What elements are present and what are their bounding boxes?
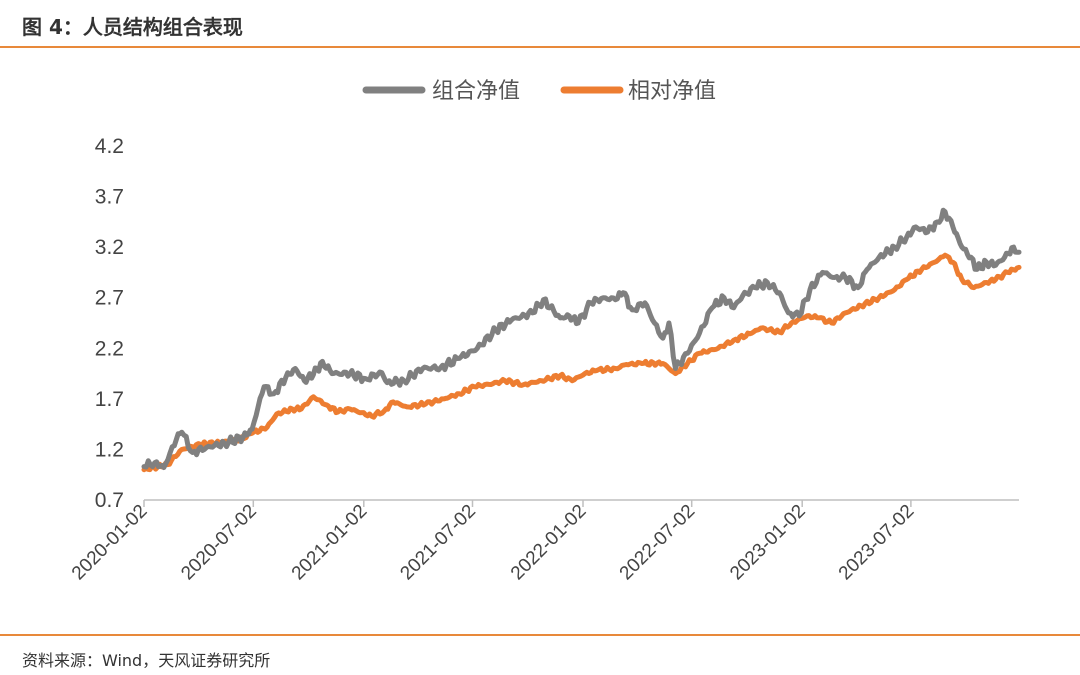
x-tick-label: 2021-01-02 [288, 501, 372, 585]
x-axis: 2020-01-02 2020-07-02 2021-01-02 2021-07-02… [68, 499, 1019, 585]
footer-divider [0, 634, 1080, 636]
x-tick-label: 2022-07-02 [616, 501, 700, 585]
series-line-1 [141, 207, 1022, 471]
series-line-2 [141, 252, 1022, 473]
chart-legend: 组合净值 相对净值 [362, 79, 716, 104]
source-note: 资料来源：Wind，天风证券研究所 [22, 651, 271, 670]
y-tick-label: 0.7 [95, 489, 124, 512]
y-tick-label: 4.2 [95, 135, 124, 158]
x-tick-label: 2022-01-02 [507, 501, 591, 585]
series-layer [141, 207, 1022, 473]
legend-label-1: 组合净值 [432, 79, 520, 104]
x-tick-label: 2021-07-02 [396, 501, 480, 585]
y-tick-label: 2.2 [95, 337, 124, 360]
figure-title: 图 4：人员结构组合表现 [22, 15, 243, 39]
y-tick-label: 1.7 [95, 388, 124, 411]
y-tick-label: 3.2 [95, 236, 124, 259]
y-tick-label: 2.7 [95, 287, 124, 310]
y-tick-label: 1.2 [95, 438, 124, 461]
x-tick-label: 2023-01-02 [726, 501, 810, 585]
x-tick-label: 2020-07-02 [177, 501, 261, 585]
figure-header: 图 4：人员结构组合表现 [0, 0, 1080, 48]
x-tick-label: 2020-01-02 [68, 501, 152, 585]
y-axis: 4.2 3.7 3.2 2.7 2.2 1.7 1.2 0.7 [95, 135, 124, 512]
legend-label-2: 相对净值 [628, 79, 716, 104]
y-tick-label: 3.7 [95, 186, 124, 209]
x-tick-label: 2023-07-02 [835, 501, 919, 585]
line-chart: 组合净值 相对净值 4.2 3.7 3.2 2.7 2.2 1.7 1.2 0.7 2020-0… [68, 79, 1022, 585]
